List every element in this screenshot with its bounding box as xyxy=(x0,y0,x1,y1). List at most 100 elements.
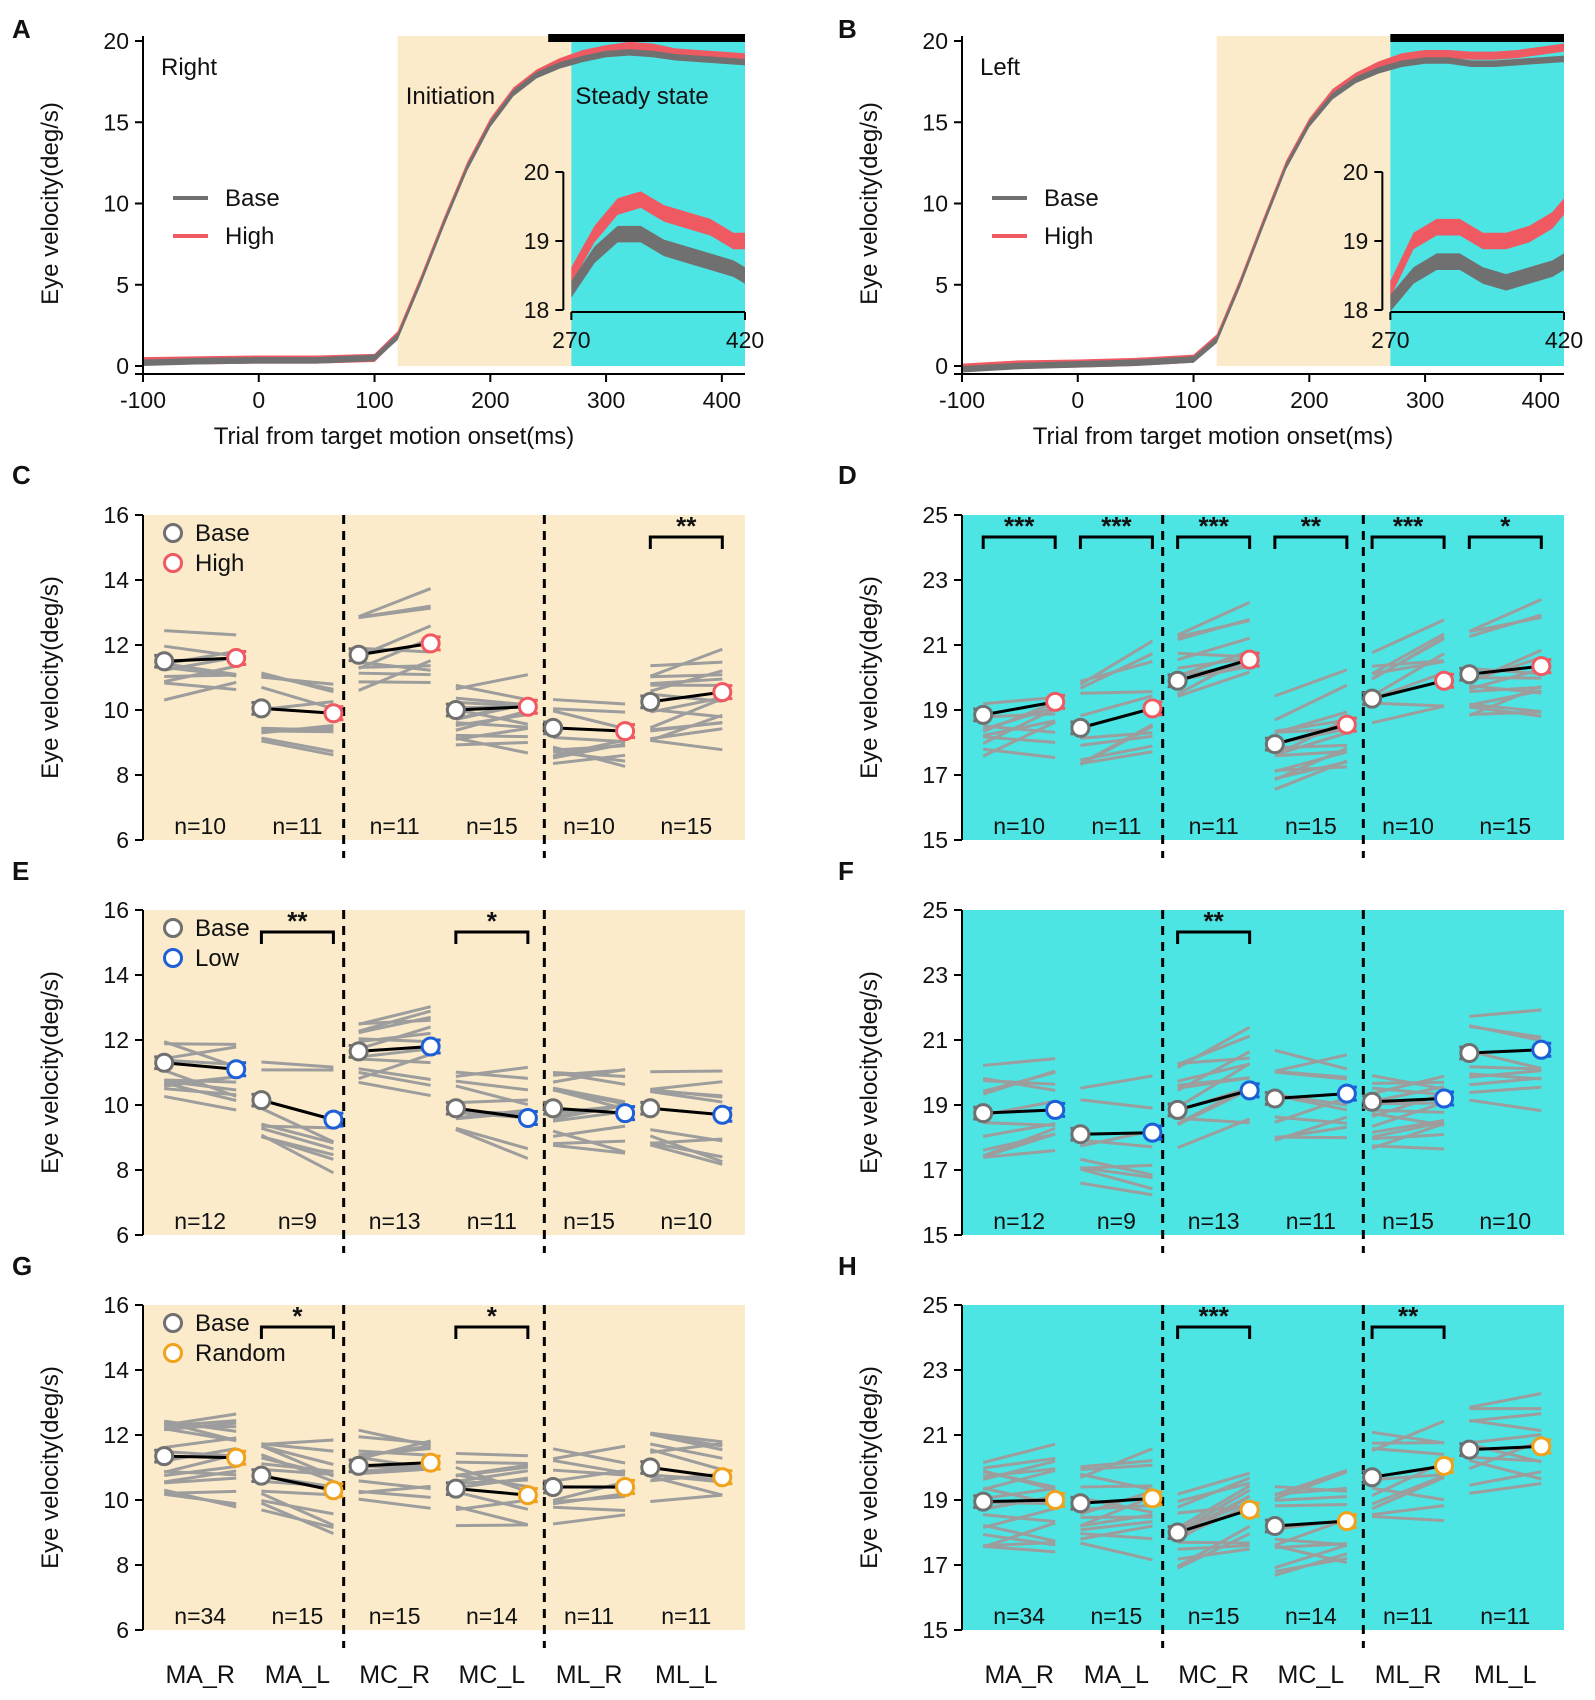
subject-line xyxy=(553,1505,626,1513)
subject-line xyxy=(552,1088,626,1111)
x-tick-label: 400 xyxy=(703,387,741,413)
subject-line xyxy=(1177,619,1250,639)
condition-mean-point xyxy=(1434,670,1455,691)
sample-size-label: n=15 xyxy=(466,813,518,839)
subject-line xyxy=(552,738,626,758)
legend-base-label: Base xyxy=(195,520,250,547)
subject-line xyxy=(163,1492,237,1506)
subject-line xyxy=(552,742,626,760)
subject-line xyxy=(261,736,334,753)
subject-line xyxy=(1080,1484,1153,1489)
mean-line xyxy=(164,1454,237,1460)
subject-line xyxy=(261,1442,334,1453)
mean-line xyxy=(1469,1444,1542,1452)
subject-line xyxy=(163,664,237,684)
sample-size-label: n=15 xyxy=(369,1603,421,1629)
mean-line xyxy=(983,1498,1056,1504)
subject-line xyxy=(552,1492,626,1506)
subject-line xyxy=(455,1460,528,1466)
subject-line xyxy=(358,1047,431,1059)
panel-letter: F xyxy=(838,856,854,886)
sample-size-label: n=10 xyxy=(660,1208,712,1234)
mean-line xyxy=(1372,1097,1445,1104)
initiation-label: Initiation xyxy=(406,83,495,110)
sample-size-label: n=15 xyxy=(1285,813,1337,839)
subject-line xyxy=(164,1489,237,1495)
subject-line xyxy=(163,1094,237,1112)
subject-line xyxy=(1080,1138,1153,1149)
x-category-label: MC_R xyxy=(1178,1661,1249,1689)
subject-line xyxy=(1469,1008,1542,1018)
x-tick-label: 100 xyxy=(355,387,393,413)
subject-line xyxy=(358,1025,432,1051)
condition-mean-point xyxy=(1336,714,1357,735)
mean-line xyxy=(164,1061,237,1071)
subject-line xyxy=(1177,1034,1251,1066)
subject-line xyxy=(1176,1062,1251,1109)
base-mean-point xyxy=(154,1446,175,1467)
subject-line xyxy=(455,1451,528,1458)
panel-letter: D xyxy=(838,460,857,490)
subject-line xyxy=(455,1084,529,1107)
condition-mean-point xyxy=(1045,1490,1066,1510)
condition-mean-point xyxy=(517,1485,538,1506)
subject-line xyxy=(552,709,626,731)
base-mean-point xyxy=(1264,734,1285,755)
mean-line xyxy=(1274,1519,1347,1528)
sample-size-label: n=11 xyxy=(1189,813,1239,839)
subject-line xyxy=(455,1065,529,1078)
subject-line xyxy=(982,1494,1056,1511)
significance-bracket xyxy=(1176,1325,1252,1339)
panel-letter: C xyxy=(12,460,31,490)
mean-line xyxy=(164,656,237,663)
sample-size-label: n=12 xyxy=(174,1208,226,1234)
legend-base-label: Base xyxy=(195,915,250,942)
subject-line xyxy=(1079,723,1154,765)
subject-line xyxy=(1080,1459,1153,1469)
subject-line xyxy=(455,1466,529,1493)
mean-line xyxy=(650,1106,723,1117)
subject-line xyxy=(1274,718,1348,757)
x-category-label: ML_R xyxy=(1375,1661,1442,1689)
base-mean-point xyxy=(1070,717,1091,738)
condition-mean-point xyxy=(1142,1122,1163,1143)
subject-line xyxy=(1177,656,1250,670)
subject-line xyxy=(1372,1441,1445,1445)
subject-line xyxy=(552,1480,626,1502)
legend-base-label: Base xyxy=(225,185,280,212)
subject-line xyxy=(650,708,723,719)
subject-line xyxy=(164,1419,237,1428)
significance-bracket xyxy=(1370,1325,1446,1339)
condition-mean-point xyxy=(226,648,247,668)
condition-mean-point xyxy=(420,1036,441,1057)
subject-line xyxy=(163,1427,237,1443)
subject-line xyxy=(552,1444,626,1461)
mean-line xyxy=(552,1106,626,1115)
base-mean-point xyxy=(348,644,369,665)
subject-line xyxy=(164,1465,237,1477)
subject-line xyxy=(1469,1433,1542,1445)
subject-line xyxy=(1177,1056,1250,1065)
inset-x-tick-label: 270 xyxy=(1371,327,1409,353)
subject-line xyxy=(1177,1547,1250,1561)
subject-line xyxy=(650,727,723,741)
subject-line xyxy=(1371,1074,1445,1096)
subject-line xyxy=(1371,1473,1445,1482)
x-category-label: ML_L xyxy=(655,1661,718,1689)
base-mean-point xyxy=(251,698,272,719)
sample-size-label: n=11 xyxy=(272,813,322,839)
subject-line xyxy=(1371,1514,1445,1523)
subject-line xyxy=(1469,1065,1542,1071)
significance-bracket xyxy=(1370,535,1446,549)
subject-line xyxy=(1469,1470,1542,1487)
subject-line xyxy=(552,1513,626,1526)
subject-line xyxy=(1469,1392,1542,1409)
mean-line xyxy=(553,726,626,733)
subject-line xyxy=(261,1467,334,1476)
x-category-label: MA_L xyxy=(1084,1661,1149,1689)
y-tick-label: 23 xyxy=(922,962,948,988)
condition-mean-point xyxy=(712,682,733,703)
x-tick-label: -100 xyxy=(939,387,985,413)
subject-line xyxy=(1371,618,1445,655)
